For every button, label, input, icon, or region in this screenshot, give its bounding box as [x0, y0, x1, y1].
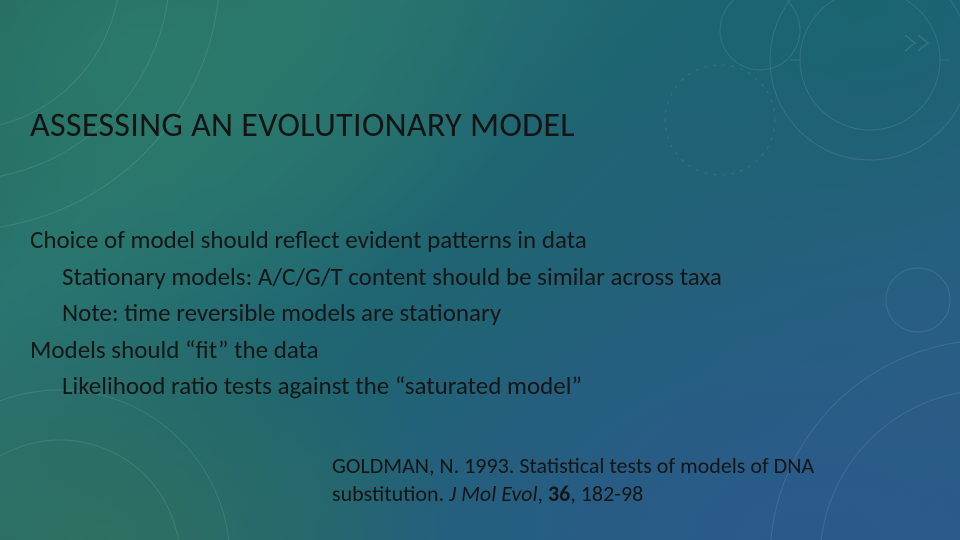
body-line-3: Note: time reversible models are station… [30, 295, 930, 332]
citation-pages: 182-98 [581, 480, 644, 507]
slide-content: ASSESSING AN EVOLUTIONARY MODEL Choice o… [0, 0, 960, 540]
body-line-1: Choice of model should reflect evident p… [30, 222, 930, 259]
slide-title: ASSESSING AN EVOLUTIONARY MODEL [30, 105, 575, 146]
citation-block: GOLDMAN, N. 1993. Statistical tests of m… [332, 452, 892, 508]
citation-journal: J Mol Evol [449, 480, 537, 507]
citation-sep1: , [538, 480, 548, 507]
slide-body: Choice of model should reflect evident p… [30, 222, 930, 405]
body-line-2: Stationary models: A/C/G/T content shoul… [30, 259, 930, 296]
citation-volume: 36 [548, 480, 570, 507]
citation-sep2: , [570, 480, 580, 507]
body-line-5: Likelihood ratio tests against the “satu… [30, 368, 930, 405]
citation-author-year: GOLDMAN, N. 1993. [332, 452, 514, 479]
body-line-4: Models should “fit” the data [30, 332, 930, 369]
